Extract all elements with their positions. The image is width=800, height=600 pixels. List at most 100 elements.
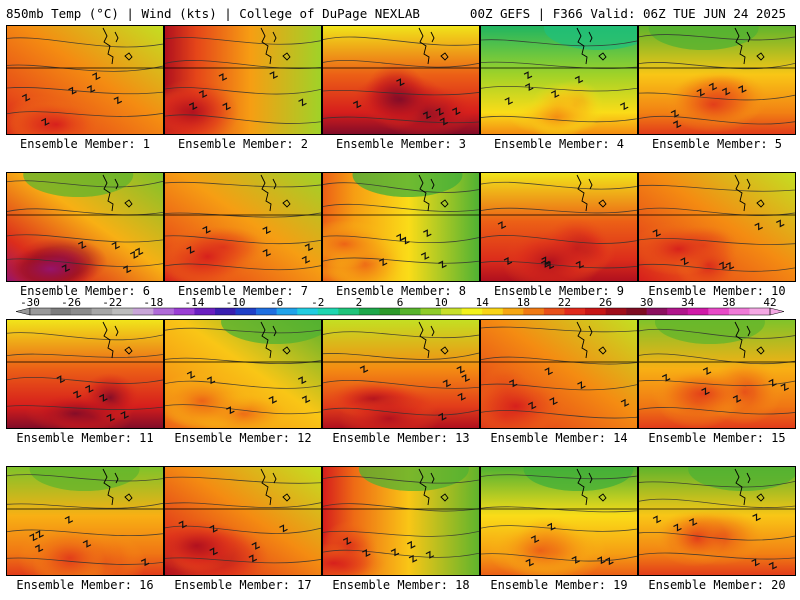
ensemble-member-map <box>6 25 164 135</box>
ensemble-member-label: Ensemble Member: 16 <box>16 578 154 592</box>
ensemble-member-label: Ensemble Member: 7 <box>177 284 309 298</box>
ensemble-member-label: Ensemble Member: 4 <box>493 137 625 151</box>
ensemble-member-map <box>638 172 796 282</box>
colorbar-swatch <box>194 308 216 315</box>
ensemble-member-map <box>480 466 638 576</box>
ensemble-member-map <box>164 172 322 282</box>
ensemble-member-label: Ensemble Member: 12 <box>174 431 312 445</box>
colorbar-tick-label: 42 <box>763 296 776 309</box>
temperature-field <box>7 467 163 575</box>
colorbar-swatch <box>71 308 92 315</box>
colorbar-swatch <box>687 308 709 315</box>
colorbar-swatch <box>543 308 565 315</box>
temperature-field <box>7 320 163 428</box>
colorbar-swatch <box>749 308 771 315</box>
ensemble-member-label: Ensemble Member: 9 <box>493 284 625 298</box>
colorbar-swatch <box>523 308 545 315</box>
colorbar-swatch <box>482 308 504 315</box>
temperature-colorbar: -30 -26 -22 -18 -14 -10 -6 -2 2 6 10 14 18 22 26 30 34 38… <box>15 296 785 316</box>
temperature-field <box>323 173 479 281</box>
colorbar-swatch <box>173 308 195 315</box>
ensemble-member-label: Ensemble Member: 6 <box>19 284 151 298</box>
ensemble-member-map <box>164 319 322 429</box>
temperature-field <box>165 467 321 575</box>
ensemble-member-map <box>322 172 480 282</box>
colorbar-swatch <box>276 308 298 315</box>
temperature-field <box>323 467 479 575</box>
temperature-field <box>481 26 637 134</box>
colorbar-swatch <box>30 308 51 315</box>
temperature-field <box>7 26 163 134</box>
colorbar-swatch <box>420 308 442 315</box>
colorbar-swatch <box>379 308 401 315</box>
colorbar-swatch <box>461 308 483 315</box>
colorbar-high-arrow <box>769 307 785 316</box>
temperature-field <box>323 320 479 428</box>
ensemble-member-map <box>322 466 480 576</box>
colorbar-swatch <box>50 308 72 315</box>
ensemble-member-map <box>638 319 796 429</box>
colorbar-tick-label: 10 <box>434 296 447 309</box>
temperature-field <box>165 320 321 428</box>
colorbar-tick-label: 30 <box>640 296 653 309</box>
colorbar-swatch <box>358 308 380 315</box>
ensemble-member-map <box>6 466 164 576</box>
colorbar-swatch <box>112 308 134 315</box>
colorbar-tick-label: 22 <box>558 296 571 309</box>
colorbar-swatch <box>728 308 750 315</box>
colorbar-swatch <box>626 308 647 315</box>
ensemble-member-map <box>164 25 322 135</box>
ensemble-member-map <box>480 319 638 429</box>
colorbar-swatch <box>153 308 175 315</box>
colorbar-tick-label: -10 <box>226 296 246 309</box>
colorbar-tick-label: 26 <box>599 296 612 309</box>
colorbar-swatch <box>502 308 524 315</box>
ensemble-member-label: Ensemble Member: 20 <box>648 578 786 592</box>
temperature-field <box>481 467 637 575</box>
temperature-field <box>639 320 795 428</box>
temperature-field <box>639 173 795 281</box>
colorbar-tick-label: 14 <box>476 296 490 309</box>
ensemble-member-label: Ensemble Member: 18 <box>332 578 470 592</box>
ensemble-member-label: Ensemble Member: 8 <box>335 284 467 298</box>
colorbar-swatch <box>132 308 154 315</box>
ensemble-member-map <box>6 319 164 429</box>
colorbar-tick-label: -22 <box>102 296 122 309</box>
ensemble-member-label: Ensemble Member: 17 <box>174 578 312 592</box>
temperature-field <box>639 26 795 134</box>
temperature-field <box>165 173 321 281</box>
ensemble-member-label: Ensemble Member: 13 <box>332 431 470 445</box>
colorbar-tick-label: -30 <box>20 296 40 309</box>
ensemble-member-label: Ensemble Member: 1 <box>19 137 151 151</box>
ensemble-member-label: Ensemble Member: 5 <box>651 137 783 151</box>
colorbar-tick-label: 2 <box>356 296 363 309</box>
ensemble-member-map <box>638 466 796 576</box>
colorbar-swatch <box>667 308 689 315</box>
ensemble-member-map <box>164 466 322 576</box>
colorbar-tick-label: -26 <box>61 296 81 309</box>
ensemble-member-label: Ensemble Member: 3 <box>335 137 467 151</box>
ensemble-member-label: Ensemble Member: 11 <box>16 431 154 445</box>
colorbar-tick-label: -6 <box>270 296 283 309</box>
colorbar-swatch <box>708 308 730 315</box>
colorbar-tick-label: 18 <box>517 296 530 309</box>
colorbar-swatch <box>317 308 339 315</box>
colorbar-swatch <box>256 308 277 315</box>
temperature-field <box>7 173 163 281</box>
temperature-field <box>639 467 795 575</box>
ensemble-member-map <box>480 25 638 135</box>
colorbar-swatch <box>441 308 462 315</box>
temperature-field <box>323 26 479 134</box>
ensemble-member-map <box>638 25 796 135</box>
colorbar-tick-label: -14 <box>185 296 205 309</box>
temperature-field <box>481 320 637 428</box>
temperature-field <box>165 26 321 134</box>
colorbar-low-arrow <box>15 307 31 316</box>
colorbar-swatch <box>91 308 113 315</box>
ensemble-member-map <box>322 25 480 135</box>
run-valid-time: 00Z GEFS | F366 Valid: 06Z TUE JUN 24 20… <box>469 6 786 21</box>
ensemble-member-map <box>322 319 480 429</box>
ensemble-member-label: Ensemble Member: 15 <box>648 431 786 445</box>
ensemble-member-label: Ensemble Member: 10 <box>648 284 786 298</box>
map-title: 850mb Temp (°C) | Wind (kts) | College o… <box>6 6 420 21</box>
